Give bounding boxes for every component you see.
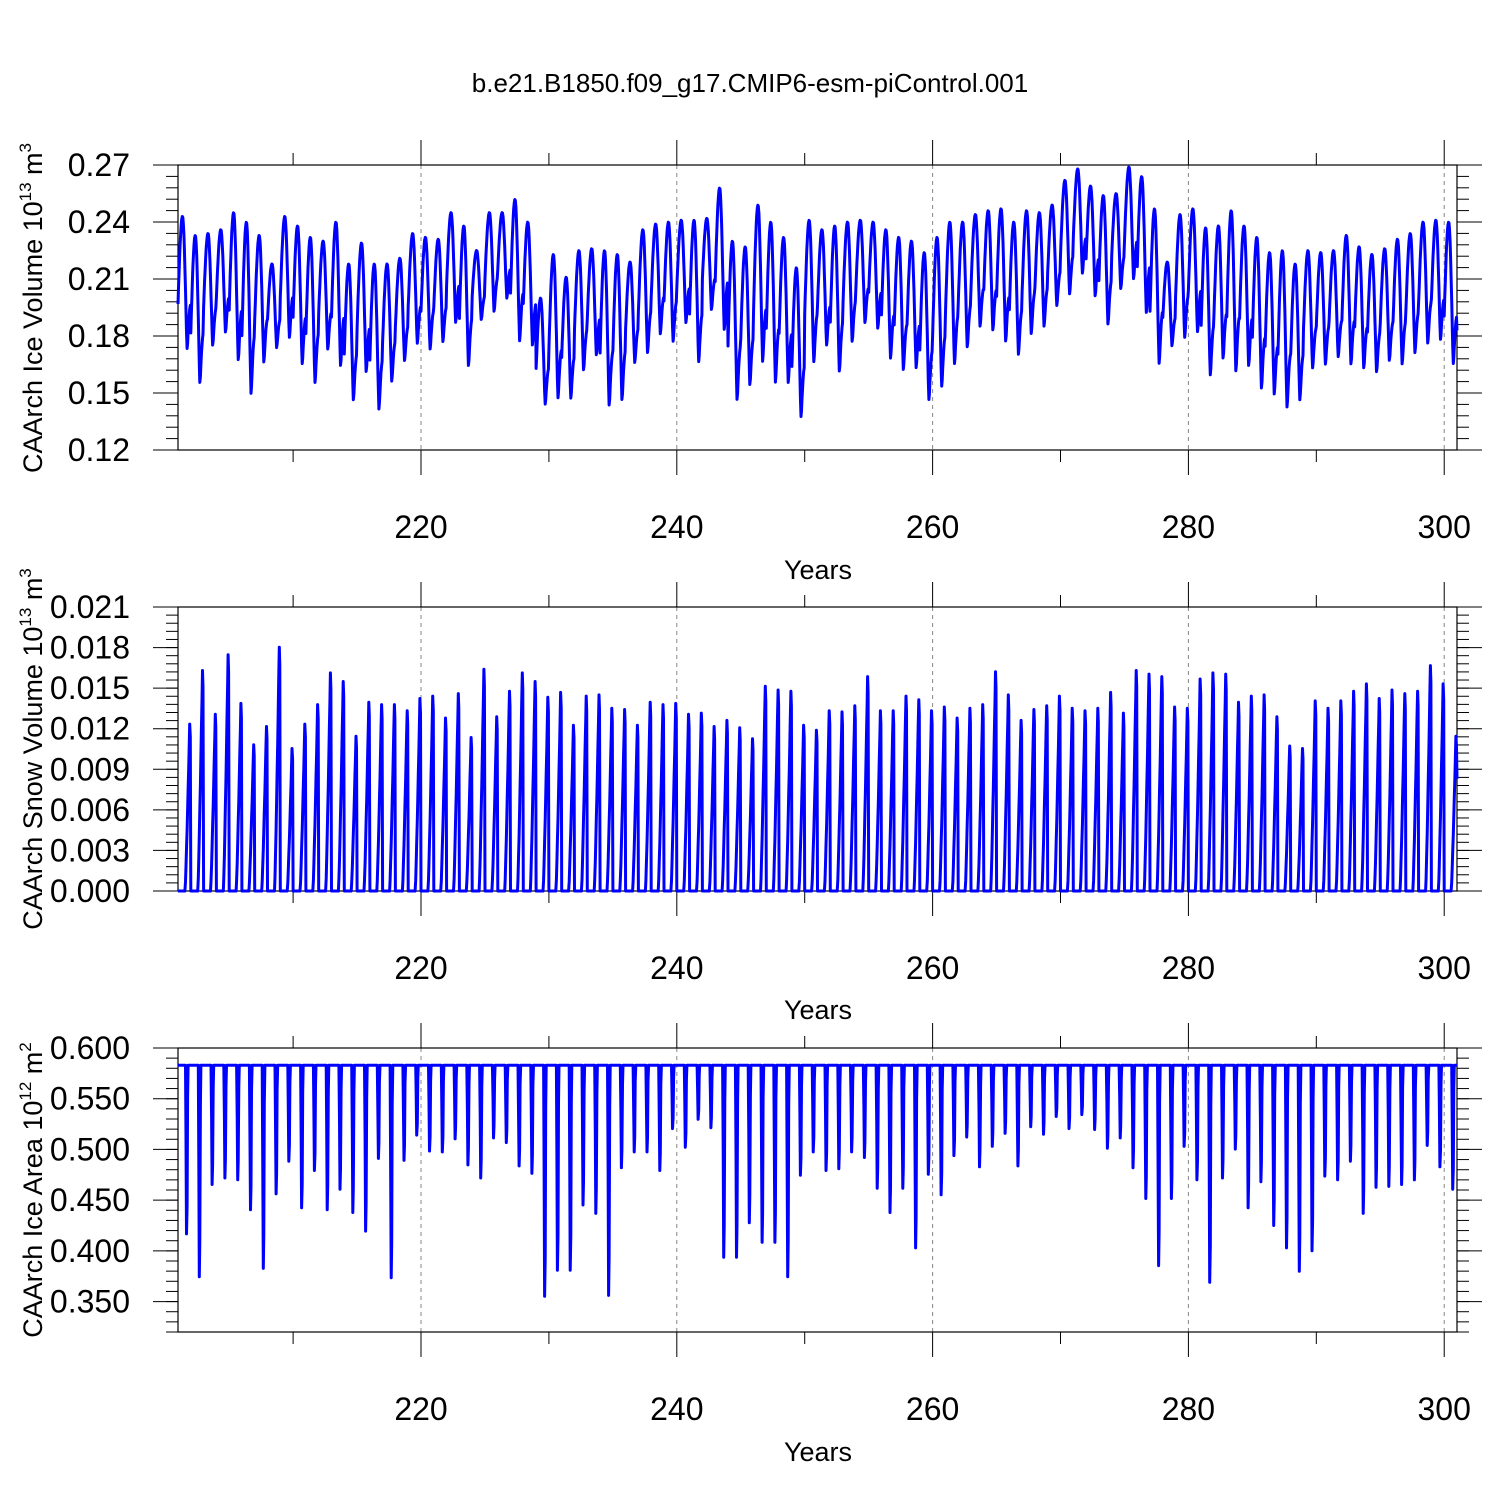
ytick-label: 0.400 <box>50 1233 130 1269</box>
xtick-label: 220 <box>394 1391 447 1427</box>
panel-2: 0.000 0.003 0.006 0.009 0.012 0.015 0.018 0.021… <box>16 568 1482 1025</box>
ytick-label: 0.18 <box>68 318 130 354</box>
xtick-label: 240 <box>650 509 703 545</box>
series-line <box>177 645 1459 893</box>
ytick-label: 0.15 <box>68 375 130 411</box>
xtick-label: 300 <box>1418 1391 1471 1427</box>
ytick-label: 0.21 <box>68 261 130 297</box>
ytick-label: 0.000 <box>50 873 130 909</box>
xtick-label: 280 <box>1162 1391 1215 1427</box>
ytick-label: 0.350 <box>50 1284 130 1320</box>
series-line <box>176 165 1459 418</box>
ytick-label: 0.003 <box>50 832 130 868</box>
x-axis-label: Years <box>784 1437 852 1467</box>
xtick-label: 220 <box>394 509 447 545</box>
plot-frame <box>177 164 1458 451</box>
xtick-label: 220 <box>394 950 447 986</box>
y-axis-label: CAArch Snow Volume 1013 m3 <box>16 568 48 930</box>
ytick-label: 0.24 <box>68 204 130 240</box>
ytick-label: 0.12 <box>68 432 130 468</box>
y-axis-label: CAArch Ice Volume 1013 m3 <box>16 143 48 473</box>
xtick-label: 240 <box>650 1391 703 1427</box>
ytick-label: 0.015 <box>50 670 130 706</box>
series-line <box>177 1063 1458 1298</box>
xtick-label: 260 <box>906 950 959 986</box>
x-axis-label: Years <box>784 555 852 585</box>
xtick-label: 260 <box>906 509 959 545</box>
panel-3: 0.350 0.400 0.450 0.500 0.550 0.600 220 240 260 2… <box>16 1023 1482 1467</box>
ytick-label: 0.450 <box>50 1182 130 1218</box>
xtick-label: 300 <box>1418 950 1471 986</box>
ytick-label: 0.021 <box>50 589 130 625</box>
ytick-label: 0.500 <box>50 1131 130 1167</box>
x-axis-label: Years <box>784 995 852 1025</box>
xtick-label: 260 <box>906 1391 959 1427</box>
ytick-label: 0.009 <box>50 751 130 787</box>
xtick-label: 300 <box>1418 509 1471 545</box>
ytick-label: 0.27 <box>68 147 130 183</box>
xtick-label: 280 <box>1162 509 1215 545</box>
y-axis-label: CAArch Ice Area 1012 m2 <box>16 1042 48 1338</box>
ytick-label: 0.550 <box>50 1081 130 1117</box>
ytick-label: 0.012 <box>50 711 130 747</box>
xtick-label: 240 <box>650 950 703 986</box>
plot-frame <box>177 1047 1458 1333</box>
ytick-label: 0.018 <box>50 630 130 666</box>
xtick-label: 280 <box>1162 950 1215 986</box>
chart-title: b.e21.B1850.f09_g17.CMIP6-esm-piControl.… <box>472 68 1028 98</box>
ytick-label: 0.006 <box>50 792 130 828</box>
ytick-label: 0.600 <box>50 1030 130 1066</box>
panel-1: 0.12 0.15 0.18 0.21 0.24 0.27 220 240 260 280 300 Y… <box>16 140 1482 585</box>
